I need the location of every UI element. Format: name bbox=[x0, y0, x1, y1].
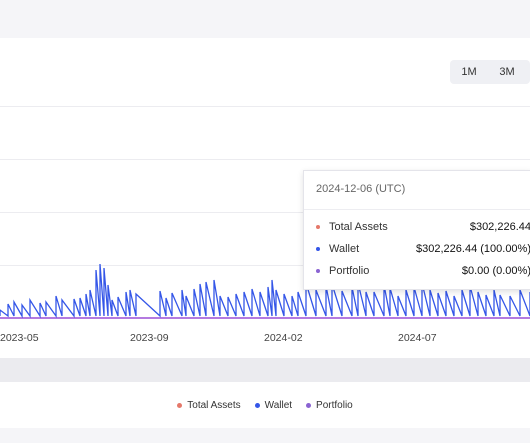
tooltip-date: 2024-12-06 (UTC) bbox=[316, 183, 406, 195]
tooltip-row-total-assets: Total Assets $302,226.44 bbox=[316, 219, 530, 235]
legend-item-wallet[interactable]: Wallet bbox=[254, 400, 293, 411]
tooltip-label: Total Assets bbox=[329, 221, 388, 233]
tooltip-value: $302,226.44 bbox=[469, 221, 530, 233]
legend-label: Total Assets bbox=[187, 400, 241, 411]
range-button-3m[interactable]: 3M bbox=[499, 66, 515, 78]
wallet-dot-icon bbox=[316, 247, 320, 251]
gridline bbox=[0, 106, 530, 107]
gridline bbox=[0, 265, 530, 266]
x-tick-label: 2024-07 bbox=[398, 332, 437, 344]
tooltip-value: $302,226.44 (100.00%) bbox=[416, 243, 530, 255]
tooltip-divider bbox=[304, 209, 530, 210]
tooltip-label: Portfolio bbox=[329, 265, 370, 277]
tooltip-row-portfolio: Portfolio $0.00 (0.00%) bbox=[316, 263, 530, 279]
range-navigator[interactable] bbox=[0, 358, 530, 382]
legend-label: Portfolio bbox=[316, 400, 353, 411]
total-assets-dot-icon bbox=[177, 403, 183, 408]
range-button-1m[interactable]: 1M bbox=[461, 66, 477, 78]
portfolio-dot-icon bbox=[306, 403, 312, 408]
legend-label: Wallet bbox=[264, 400, 293, 411]
wallet-series-line bbox=[0, 263, 530, 319]
x-tick-label: 2023-09 bbox=[130, 332, 169, 344]
tooltip-value: $0.00 (0.00%) bbox=[461, 265, 530, 277]
total-assets-dot-icon bbox=[316, 225, 320, 229]
time-range-selector: 1M 3M bbox=[450, 60, 530, 84]
x-tick-label: 2024-02 bbox=[264, 332, 303, 344]
tooltip-row-wallet: Wallet $302,226.44 (100.00%) bbox=[316, 241, 530, 257]
chart-legend: Total Assets Wallet Portfolio bbox=[0, 400, 530, 411]
chart-tooltip: 2024-12-06 (UTC) Total Assets $302,226.4… bbox=[303, 170, 530, 290]
gridline bbox=[0, 159, 530, 160]
wallet-dot-icon bbox=[254, 403, 260, 408]
tooltip-label: Wallet bbox=[329, 243, 360, 255]
x-tick-label: 2023-05 bbox=[0, 332, 39, 344]
legend-item-portfolio[interactable]: Portfolio bbox=[306, 400, 353, 411]
portfolio-dot-icon bbox=[316, 269, 320, 273]
gridline bbox=[0, 212, 530, 213]
legend-item-total-assets[interactable]: Total Assets bbox=[177, 400, 241, 411]
